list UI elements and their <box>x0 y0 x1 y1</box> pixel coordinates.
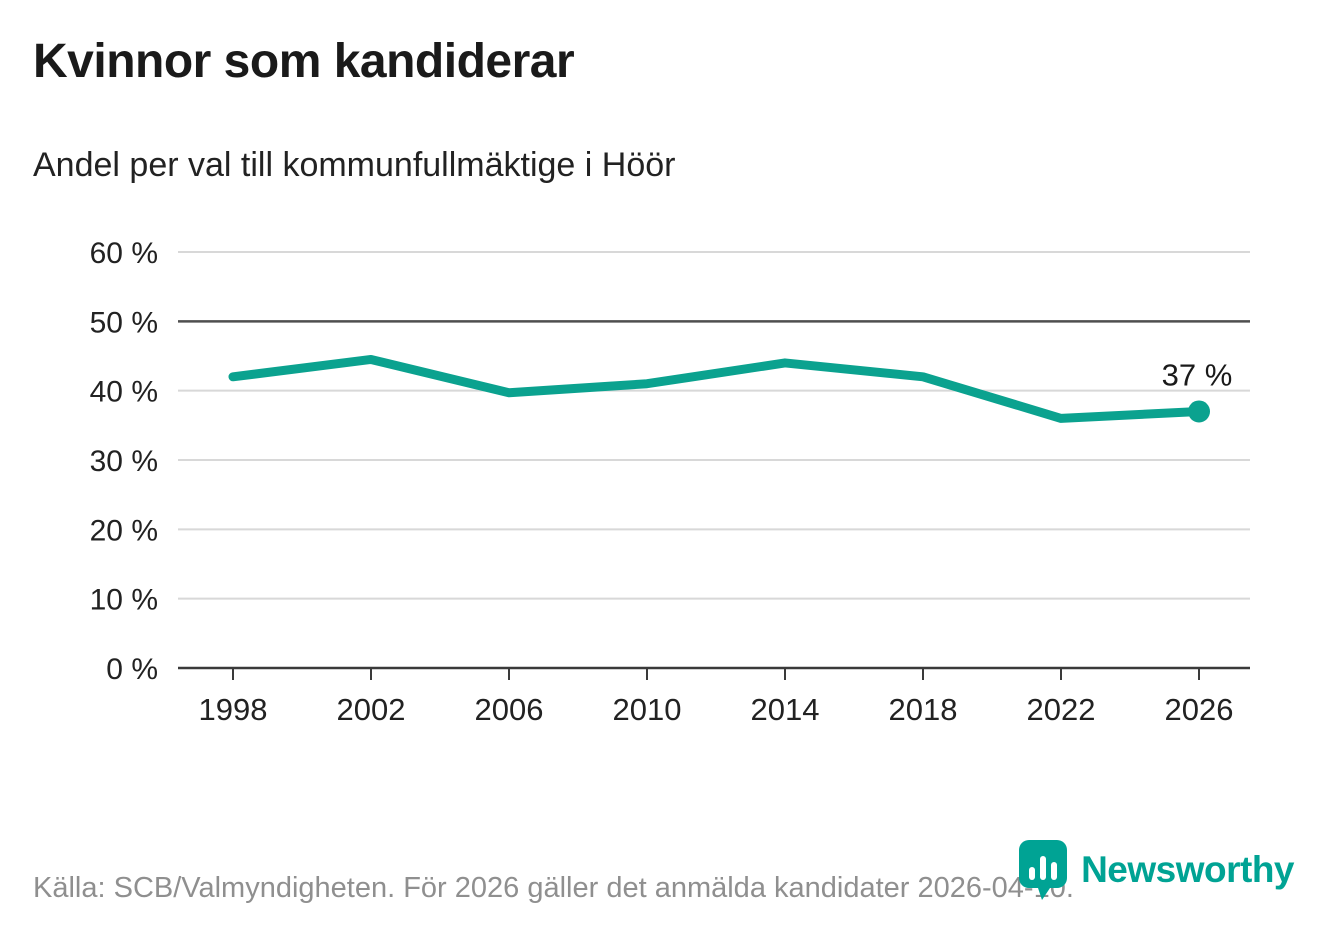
x-tick-label: 2010 <box>613 692 682 727</box>
x-tick-label: 2018 <box>889 692 958 727</box>
y-tick-label: 10 % <box>90 584 158 617</box>
chart-title: Kvinnor som kandiderar <box>33 35 575 88</box>
x-tick-label: 1998 <box>199 692 268 727</box>
y-tick-label: 0 % <box>106 653 158 686</box>
bar-glyph-1 <box>1029 867 1036 880</box>
end-point-label: 37 % <box>1162 357 1233 392</box>
x-tick-label: 2006 <box>475 692 544 727</box>
bar-glyph-2 <box>1040 856 1047 880</box>
y-tick-label: 60 % <box>90 237 158 270</box>
y-tick-label: 30 % <box>90 445 158 478</box>
x-tick-label: 2014 <box>751 692 820 727</box>
end-point-marker <box>1188 400 1210 423</box>
x-tick-label: 2022 <box>1027 692 1096 727</box>
line-chart: 0 % 10 % 20 % 30 % 40 % 50 % 60 % 1998 2002 2006 2… <box>90 237 1250 727</box>
source-note: Källa: SCB/Valmyndigheten. För 2026 gäll… <box>33 872 1074 904</box>
series-line <box>228 354 1204 423</box>
x-tick-label: 2002 <box>337 692 406 727</box>
y-tick-label: 20 % <box>90 514 158 547</box>
bar-glyph-3 <box>1051 862 1058 880</box>
chart-subtitle: Andel per val till kommunfullmäktige i H… <box>33 146 676 184</box>
newsworthy-wordmark: Newsworthy <box>1081 849 1294 890</box>
y-tick-label: 40 % <box>90 376 158 409</box>
y-tick-label: 50 % <box>90 306 158 339</box>
newsworthy-pin-icon <box>1019 840 1068 900</box>
newsworthy-logo: Newsworthy <box>1017 838 1294 902</box>
x-tick-label: 2026 <box>1165 692 1234 727</box>
